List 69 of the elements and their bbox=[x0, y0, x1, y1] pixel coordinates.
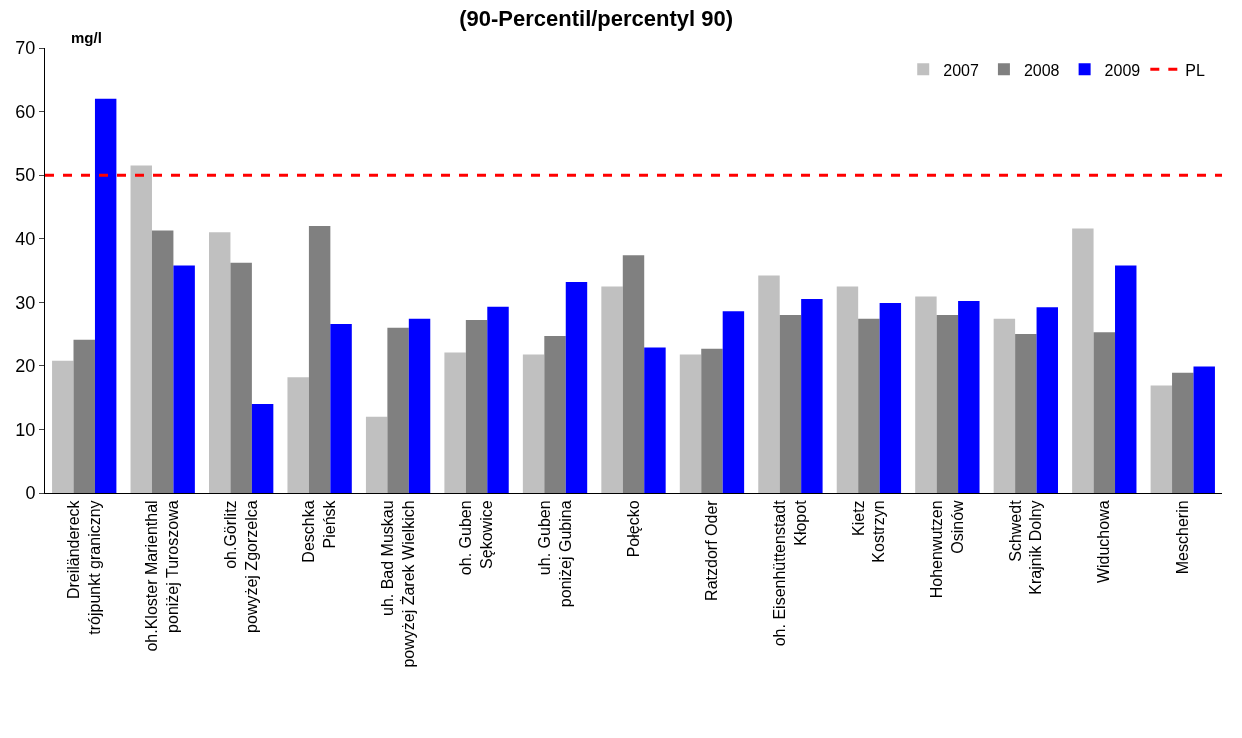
bar bbox=[522, 354, 545, 493]
x-tick-label: Ratzdorf Oder bbox=[703, 499, 721, 601]
bar bbox=[679, 354, 702, 493]
bar bbox=[287, 377, 309, 493]
bar bbox=[1036, 307, 1058, 493]
x-tick-label: Dreiländereck trójpunkt graniczny bbox=[65, 499, 103, 635]
bar bbox=[993, 318, 1016, 493]
y-tick-label: 70 bbox=[15, 38, 36, 59]
bar bbox=[858, 318, 880, 493]
bar bbox=[230, 262, 252, 493]
bar bbox=[544, 335, 566, 493]
bar bbox=[836, 286, 859, 493]
bar bbox=[758, 275, 780, 493]
bar bbox=[1093, 332, 1116, 493]
bar bbox=[465, 320, 488, 493]
x-tick-label: Kietz Kostrzyn bbox=[849, 500, 888, 563]
bar bbox=[151, 230, 174, 493]
bar bbox=[365, 416, 388, 493]
x-tick-label: Mescherin bbox=[1173, 500, 1191, 575]
y-axis-title: mg/l bbox=[71, 29, 102, 46]
legend-label: 2008 bbox=[1023, 61, 1060, 79]
x-tick-label: Schwedt Krajnik Dolny bbox=[1006, 499, 1045, 595]
bar bbox=[1072, 228, 1094, 493]
y-tick-label: 10 bbox=[15, 419, 36, 440]
y-tick-label: 60 bbox=[15, 101, 36, 122]
chart-title: (90-Percentil/percentyl 90) bbox=[459, 6, 734, 32]
bar bbox=[251, 404, 274, 493]
legend-label: 2009 bbox=[1104, 61, 1141, 79]
x-tick-label: Hohenwutzen Osinów bbox=[928, 499, 966, 599]
legend-label: 2007 bbox=[943, 61, 979, 79]
bar bbox=[487, 306, 509, 493]
bar bbox=[330, 323, 352, 493]
bar bbox=[444, 352, 466, 493]
bar bbox=[879, 302, 902, 493]
y-tick-label: 0 bbox=[25, 483, 36, 504]
y-tick-label: 50 bbox=[15, 165, 36, 186]
x-tick-label: Widuchowa bbox=[1095, 500, 1113, 584]
bar bbox=[1193, 366, 1215, 493]
bar bbox=[130, 165, 152, 493]
bar bbox=[308, 226, 331, 493]
bar bbox=[387, 327, 409, 493]
bar bbox=[1015, 334, 1037, 493]
bar bbox=[722, 311, 745, 493]
bar bbox=[94, 98, 117, 493]
x-tick-label: Połęcko bbox=[624, 500, 642, 558]
legend-label: PL bbox=[1185, 61, 1205, 79]
y-tick-label: 20 bbox=[15, 356, 36, 377]
bar bbox=[73, 339, 95, 493]
bar bbox=[52, 360, 74, 493]
bar bbox=[779, 315, 802, 493]
bar bbox=[622, 255, 645, 493]
bar bbox=[801, 299, 823, 493]
bar bbox=[408, 318, 431, 493]
y-tick-label: 40 bbox=[15, 229, 36, 250]
x-tick-label: Deschka Pieńsk bbox=[300, 499, 339, 563]
bar bbox=[644, 347, 666, 493]
bar bbox=[1150, 385, 1173, 493]
y-tick-label: 30 bbox=[15, 292, 36, 313]
bar bbox=[915, 296, 937, 493]
bar bbox=[701, 348, 723, 493]
bar bbox=[565, 281, 588, 493]
bar bbox=[1115, 265, 1137, 493]
bar bbox=[1172, 372, 1194, 493]
bar bbox=[958, 301, 980, 493]
bar bbox=[936, 315, 959, 493]
x-tick-label: oh. Eisenhüttenstadt Kłopot bbox=[771, 499, 810, 647]
bar bbox=[209, 232, 231, 493]
bar bbox=[173, 265, 195, 493]
bar bbox=[601, 286, 623, 493]
